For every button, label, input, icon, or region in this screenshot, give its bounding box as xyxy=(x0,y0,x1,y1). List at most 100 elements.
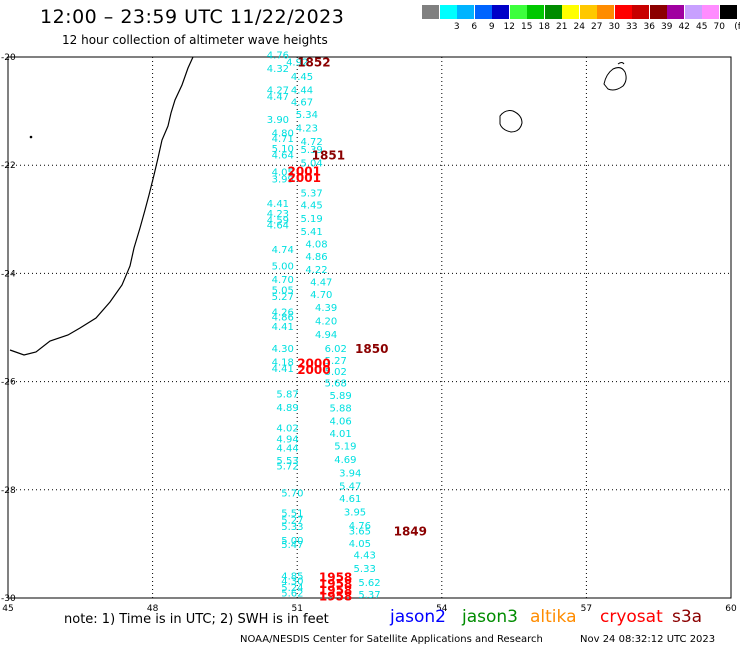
wave-height-value: 4.47 xyxy=(267,92,289,103)
colorbar-swatch xyxy=(492,5,509,19)
wave-height-value: 5.19 xyxy=(301,214,323,225)
wave-height-value: 4.39 xyxy=(315,303,337,314)
wave-height-value: 4.01 xyxy=(329,429,351,440)
pass-time-label: 1851 xyxy=(312,148,345,162)
wave-height-value: 4.92 xyxy=(286,57,308,68)
generated-timestamp: Nov 24 08:32:12 UTC 2023 xyxy=(580,634,716,645)
wave-height-value: 4.94 xyxy=(315,330,337,341)
colorbar-swatch xyxy=(562,5,579,19)
map-frame xyxy=(7,56,732,599)
wave-height-value: 4.30 xyxy=(272,344,294,355)
colorbar-label: 12 xyxy=(503,22,515,32)
wave-height-value: 4.02 xyxy=(276,424,298,435)
wave-height-value: 4.23 xyxy=(296,123,318,134)
map-title: 12:00 – 23:59 UTC 11/22/2023 xyxy=(40,6,345,28)
madagascar-coastline xyxy=(9,56,194,356)
wave-height-value: 4.71 xyxy=(272,134,294,145)
colorbar-label: 39 xyxy=(661,22,673,32)
wave-height-value: 5.47 xyxy=(281,540,303,551)
lon-tick-label: 48 xyxy=(147,604,159,614)
wave-height-value: 4.06 xyxy=(329,417,351,428)
wave-height-value: 4.72 xyxy=(301,137,323,148)
colorbar-swatch xyxy=(649,5,667,19)
credit-text: NOAA/NESDIS Center for Satellite Applica… xyxy=(240,634,543,645)
wave-height-value: 4.45 xyxy=(291,72,313,83)
wave-height-value: 5.41 xyxy=(301,227,323,238)
lon-tick-label: 51 xyxy=(291,604,302,614)
wave-height-value: 5.62 xyxy=(281,589,303,600)
wave-height-value: 4.86 xyxy=(305,252,327,263)
wave-height-value: 4.08 xyxy=(305,240,327,251)
wave-height-value: 5.47 xyxy=(339,481,361,492)
colorbar-label: 21 xyxy=(556,22,568,32)
wave-height-value: 5.68 xyxy=(325,379,347,390)
wave-height-value: 5.33 xyxy=(354,564,376,575)
wave-height-value: 4.45 xyxy=(301,201,323,212)
wave-height-value: 4.69 xyxy=(334,455,356,466)
wave-height-value: 4.70 xyxy=(272,275,294,286)
wave-height-value: 4.27 xyxy=(267,85,289,96)
pass-time-label: 2001 xyxy=(288,171,321,185)
wave-height-value: 5.27 xyxy=(272,292,294,303)
wave-height-value: 4.86 xyxy=(272,313,294,324)
satellite-legend-item: altika xyxy=(530,607,577,627)
pass-time-label: 1958 xyxy=(319,570,352,584)
colorbar-unit: (ft) xyxy=(734,22,740,32)
wave-height-value: 4.85 xyxy=(281,571,303,582)
wave-height-value: 4.18 xyxy=(272,358,294,369)
colorbar-label: 42 xyxy=(678,22,690,32)
wave-height-value: 4.43 xyxy=(354,551,376,562)
pass-time-label: 2001 xyxy=(288,165,321,179)
wave-height-value: 4.23 xyxy=(267,209,289,220)
pass-time-label: 1849 xyxy=(394,524,427,538)
wave-height-value: 5.04 xyxy=(301,158,323,169)
wave-height-value: 4.64 xyxy=(267,221,289,232)
colorbar-label: 9 xyxy=(488,22,495,32)
wave-height-value: 5.72 xyxy=(276,461,298,472)
colorbar-label: 15 xyxy=(521,22,533,32)
wave-height-value: 5.53 xyxy=(276,456,298,467)
wave-height-value: 4.41 xyxy=(272,322,294,333)
colorbar-label: 36 xyxy=(643,22,655,32)
pass-time-label: 1958 xyxy=(319,577,352,591)
colorbar-swatch xyxy=(719,5,737,19)
colorbar-swatch xyxy=(684,5,702,19)
colorbar-label: 33 xyxy=(626,22,638,32)
wave-height-value: 4.94 xyxy=(276,434,298,445)
wave-height-value: 5.70 xyxy=(281,489,303,500)
lat-tick-label: -28 xyxy=(1,486,16,496)
lat-tick-label: -30 xyxy=(1,594,16,604)
wave-height-value: 4.05 xyxy=(272,168,294,179)
colorbar-swatch xyxy=(474,5,492,19)
pass-time-label: 1852 xyxy=(297,55,330,69)
pass-time-label: 1850 xyxy=(355,342,388,356)
colorbar-label: 6 xyxy=(471,22,478,32)
lon-tick-label: 54 xyxy=(436,604,448,614)
wave-height-value: 6.02 xyxy=(325,344,347,355)
wave-height-value: 5.34 xyxy=(296,110,318,121)
colorbar-label: 27 xyxy=(591,22,603,32)
lat-tick-label: -26 xyxy=(1,378,16,388)
wave-height-value: 4.74 xyxy=(272,245,294,256)
wave-height-value: 4.22 xyxy=(305,265,327,276)
wave-height-value: 4.80 xyxy=(272,129,294,140)
wave-height-value: 5.24 xyxy=(281,583,303,594)
wave-height-value: 3.94 xyxy=(339,468,361,479)
colorbar-swatch xyxy=(614,5,632,19)
colorbar-label: 3 xyxy=(453,22,460,32)
reunion-island xyxy=(499,110,523,133)
colorbar-swatch xyxy=(457,5,474,19)
colorbar-swatch xyxy=(422,5,439,19)
wave-height-value: 3.65 xyxy=(349,526,371,537)
wave-height-value: 5.89 xyxy=(329,391,351,402)
wave-height-value: 5.10 xyxy=(272,144,294,155)
colorbar-label: 45 xyxy=(696,22,708,32)
wave-height-value: 4.26 xyxy=(272,307,294,318)
colorbar-swatch xyxy=(702,5,719,19)
pass-time-label: 1958 xyxy=(319,589,352,603)
colorbar-swatch xyxy=(597,5,614,19)
wave-height-value: 5.33 xyxy=(281,522,303,533)
wave-height-value: 5.88 xyxy=(329,404,351,415)
wave-height-value: 4.59 xyxy=(267,215,289,226)
